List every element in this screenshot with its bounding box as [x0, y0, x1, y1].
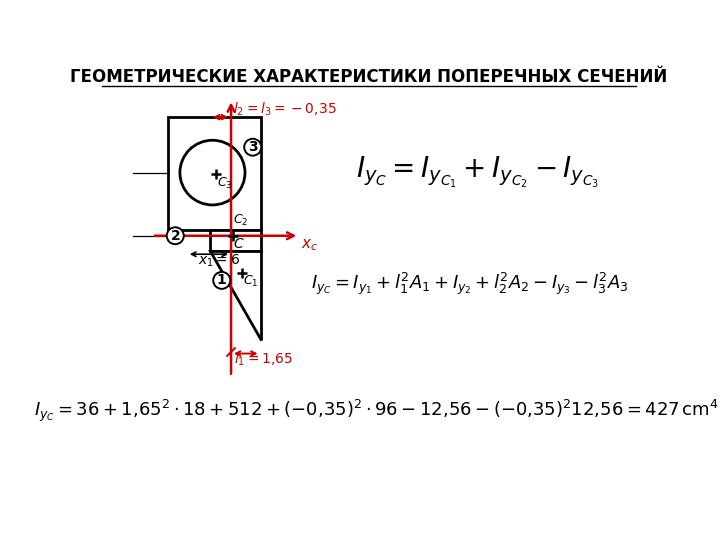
Text: $C_1$: $C_1$ — [243, 274, 259, 289]
Text: $I_{y_C} = 36 + 1{,}65^2 \cdot 18 + 512 + (-0{,}35)^2 \cdot 96 - 12{,}56 - (-0{,: $I_{y_C} = 36 + 1{,}65^2 \cdot 18 + 512 … — [35, 398, 719, 424]
Text: $C_3$: $C_3$ — [217, 176, 233, 191]
Bar — [168, 117, 261, 231]
Text: $I_{y_C} = I_{y_1} + l_1^2 A_1 + I_{y_2} + l_2^2 A_2 - I_{y_3} - l_3^2 A_3$: $I_{y_C} = I_{y_1} + l_1^2 A_1 + I_{y_2}… — [311, 271, 629, 298]
Circle shape — [213, 272, 230, 289]
Text: 3: 3 — [248, 140, 258, 154]
Polygon shape — [210, 251, 261, 340]
Text: $I_{y_C} = I_{y_{C_1}} + I_{y_{C_2}} - I_{y_{C_3}}$: $I_{y_C} = I_{y_{C_1}} + I_{y_{C_2}} - I… — [356, 155, 599, 191]
Circle shape — [180, 140, 245, 205]
Text: $C_2$: $C_2$ — [233, 213, 248, 228]
Text: 2: 2 — [171, 229, 180, 243]
Text: ГЕОМЕТРИЧЕСКИЕ ХАРАКТЕРИСТИКИ ПОПЕРЕЧНЫХ СЕЧЕНИЙ: ГЕОМЕТРИЧЕСКИЕ ХАРАКТЕРИСТИКИ ПОПЕРЕЧНЫХ… — [71, 68, 667, 86]
Text: 1: 1 — [217, 273, 227, 287]
Bar — [210, 231, 261, 251]
Circle shape — [167, 227, 184, 244]
Text: $\it{l}_2 = \it{l}_3 = -0{,}35$: $\it{l}_2 = \it{l}_3 = -0{,}35$ — [233, 101, 337, 118]
Text: $\mathbf{\it{x}_1=6}$: $\mathbf{\it{x}_1=6}$ — [199, 253, 240, 269]
Text: $x_c$: $x_c$ — [301, 237, 318, 253]
Text: $C$: $C$ — [233, 237, 245, 251]
Circle shape — [244, 139, 261, 156]
Text: $\it{l}_1 = 1{,}65$: $\it{l}_1 = 1{,}65$ — [234, 350, 293, 368]
